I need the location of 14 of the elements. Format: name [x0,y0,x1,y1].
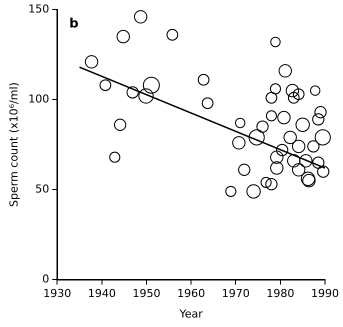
y-axis-title: Sperm count (x10⁶/ml) [7,82,20,207]
x-tick-label: 1970 [222,287,250,300]
y-tick-label: 0 [42,272,50,286]
y-tick-label: 50 [35,182,50,196]
y-tick-label: 100 [28,92,50,106]
x-tick-label: 1980 [266,287,294,300]
x-axis-title: Year [178,307,204,320]
x-tick-label: 1950 [132,287,160,300]
x-tick-label: 1930 [43,287,72,300]
y-tick-label: 150 [28,2,50,16]
x-tick-label: 1990 [311,287,339,300]
x-tick-label: 1940 [88,287,116,300]
x-tick-label: 1960 [177,287,206,300]
annotation: b [69,16,79,32]
